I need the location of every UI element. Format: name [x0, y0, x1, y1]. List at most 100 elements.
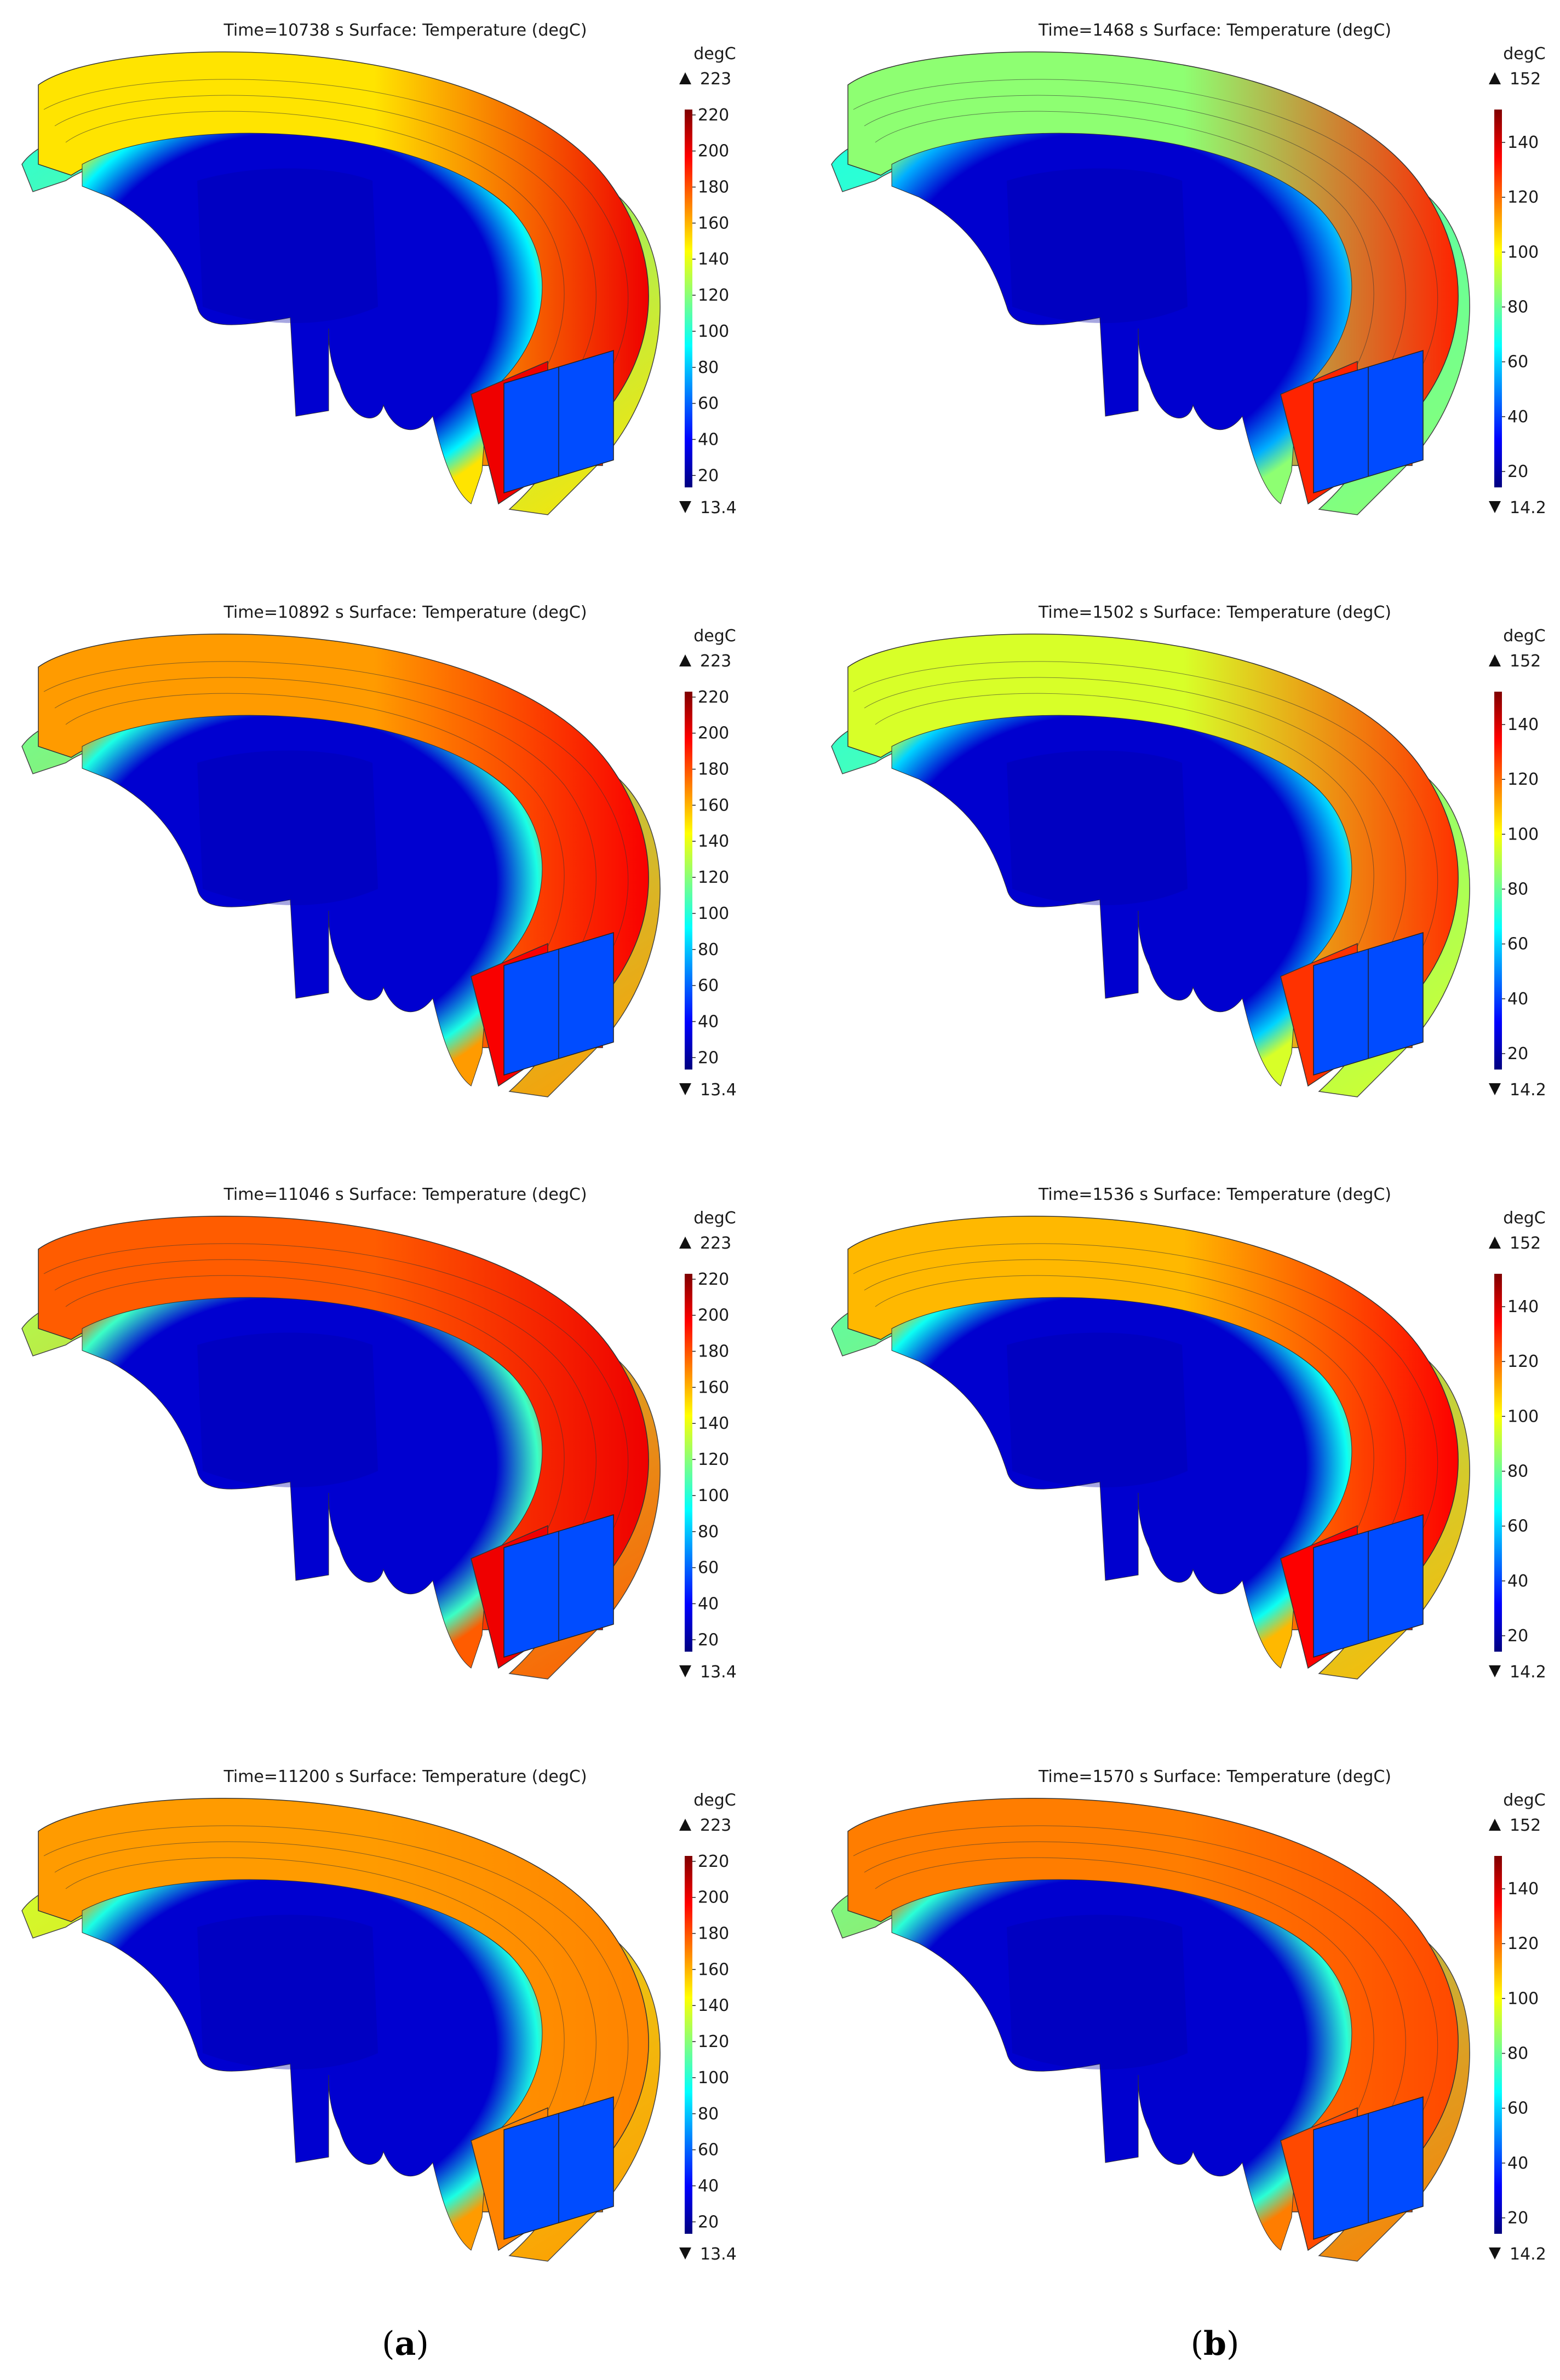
colorbar-min-label: 13.4	[700, 1663, 737, 1682]
colorbar-tick-label: 120	[698, 1450, 729, 1469]
colorbar-tick-label: 40	[1507, 990, 1528, 1009]
contour-line	[875, 1275, 1374, 1570]
min-arrow-icon	[1489, 1665, 1501, 1677]
colorbar-tick-label: 40	[698, 1594, 719, 1613]
colorbar-tick-label: 160	[698, 796, 729, 815]
colorbar-tick-label: 220	[698, 1852, 729, 1871]
min-arrow-icon	[679, 501, 691, 513]
colorbar: degC 152 14.2 20 40 60 80 100 120 140	[1489, 1209, 1546, 1682]
colorbar-tick-label: 160	[698, 1378, 729, 1397]
colorbar-gradient	[685, 692, 692, 1070]
temperature-plot: Time=11046 s Surface: Temperature (degC)…	[21, 1185, 737, 1682]
contour-line	[853, 1825, 1438, 2152]
colorbar-min-label: 13.4	[700, 498, 737, 518]
colorbar-max-label: 223	[700, 1816, 731, 1835]
colorbar-unit: degC	[693, 626, 736, 646]
temperature-plot: Time=10892 s Surface: Temperature (degC)…	[21, 603, 737, 1100]
colorbar-max-label: 223	[700, 70, 731, 89]
temperature-plot: Time=11200 s Surface: Temperature (degC)…	[21, 1767, 737, 2264]
colorbar-tick-label: 40	[1507, 2154, 1528, 2173]
min-arrow-icon	[1489, 1083, 1501, 1095]
contour-line	[65, 693, 565, 988]
colorbar-tick-label: 100	[1507, 243, 1539, 262]
contour-line	[853, 661, 1438, 988]
contour-line	[864, 1841, 1406, 2152]
inner-recess	[1007, 168, 1188, 323]
colorbar: degC 152 14.2 20 40 60 80 100 120 140	[1489, 1791, 1546, 2264]
colorbar-tick-label: 80	[698, 940, 719, 959]
colorbar-max-label: 223	[700, 1234, 731, 1253]
plot-title: Time=1536 s Surface: Temperature (degC)	[1038, 1185, 1391, 1204]
colorbar-tick-label: 40	[1507, 1572, 1528, 1591]
min-arrow-icon	[679, 1665, 691, 1677]
contour-line	[54, 1259, 597, 1570]
contour-line	[853, 79, 1438, 406]
inner-core	[82, 1297, 543, 1669]
colorbar-unit: degC	[1503, 44, 1546, 64]
contour-line	[65, 1857, 565, 2152]
colorbar-gradient	[685, 1274, 692, 1652]
colorbar-tick-label: 140	[698, 832, 729, 851]
contour-line	[65, 1275, 565, 1570]
temperature-plot: Time=1468 s Surface: Temperature (degC) d…	[831, 21, 1546, 518]
colorbar-tick-label: 100	[698, 904, 729, 923]
colorbar: degC 152 14.2 20 40 60 80 100 120 140	[1489, 626, 1546, 1100]
colorbar-tick-label: 120	[698, 286, 729, 305]
inner-recess	[1007, 1915, 1188, 2069]
panel-caption: (b)	[1191, 2325, 1240, 2363]
colorbar-tick-label: 80	[698, 1522, 719, 1542]
plot-title: Time=1468 s Surface: Temperature (degC)	[1038, 21, 1391, 40]
colorbar-tick-label: 180	[698, 178, 729, 197]
colorbar-tick-label: 100	[698, 2068, 729, 2088]
colorbar-unit: degC	[693, 44, 736, 64]
temperature-plot: Time=10738 s Surface: Temperature (degC)…	[21, 21, 737, 518]
colorbar-tick-label: 60	[1507, 353, 1528, 372]
colorbar-tick-label: 20	[698, 2212, 719, 2232]
contour-line	[54, 95, 597, 406]
plot-title: Time=10738 s Surface: Temperature (degC)	[223, 21, 587, 40]
colorbar-gradient	[1494, 110, 1502, 487]
panel-caption-letter: b	[1203, 2325, 1226, 2363]
colorbar-tick-label: 160	[698, 1960, 729, 1979]
max-arrow-icon	[1489, 72, 1501, 84]
panel-caption-letter: a	[395, 2325, 416, 2363]
plot-title: Time=11046 s Surface: Temperature (degC)	[223, 1185, 587, 1204]
colorbar-tick-label: 80	[1507, 1462, 1528, 1481]
colorbar: degC 223 13.4 20 40 60 80 100 120 140 160 180 200 220	[679, 626, 737, 1100]
colorbar-tick-label: 60	[1507, 935, 1528, 954]
colorbar-tick-label: 100	[1507, 1989, 1539, 2008]
colorbar-tick-label: 80	[1507, 2044, 1528, 2063]
colorbar-unit: degC	[1503, 1791, 1546, 1810]
inner-core	[891, 1879, 1352, 2251]
inner-recess	[197, 1332, 378, 1487]
colorbar-tick-label: 120	[1507, 188, 1539, 207]
colorbar-max-label: 152	[1510, 1234, 1541, 1253]
colorbar-max-label: 223	[700, 652, 731, 671]
max-arrow-icon	[679, 72, 691, 84]
colorbar-tick-label: 60	[1507, 2099, 1528, 2118]
colorbar-tick-label: 20	[1507, 1044, 1528, 1063]
colorbar-tick-label: 140	[698, 250, 729, 269]
colorbar-tick-label: 120	[1507, 1934, 1539, 1953]
inner-recess	[1007, 1332, 1188, 1487]
max-arrow-icon	[679, 1237, 691, 1249]
inner-recess	[1007, 750, 1188, 905]
colorbar-tick-label: 120	[1507, 770, 1539, 789]
colorbar-tick-label: 140	[698, 1996, 729, 2015]
colorbar-max-label: 152	[1510, 652, 1541, 671]
colorbar-tick-label: 100	[1507, 825, 1539, 844]
panel-caption: (a)	[382, 2325, 429, 2363]
max-arrow-icon	[679, 1819, 691, 1831]
colorbar-unit: degC	[1503, 626, 1546, 646]
temperature-plot: Time=1536 s Surface: Temperature (degC) d…	[831, 1185, 1546, 1682]
colorbar-tick-label: 60	[1507, 1517, 1528, 1536]
colorbar-gradient	[685, 110, 692, 487]
plot-title: Time=10892 s Surface: Temperature (degC)	[223, 603, 587, 622]
inner-recess	[197, 1915, 378, 2069]
colorbar-unit: degC	[1503, 1209, 1546, 1228]
colorbar-tick-label: 140	[1507, 1879, 1539, 1899]
colorbar-max-label: 152	[1510, 70, 1541, 89]
colorbar-tick-label: 220	[698, 106, 729, 125]
colorbar-tick-label: 100	[1507, 1407, 1539, 1426]
contour-line	[875, 111, 1374, 406]
